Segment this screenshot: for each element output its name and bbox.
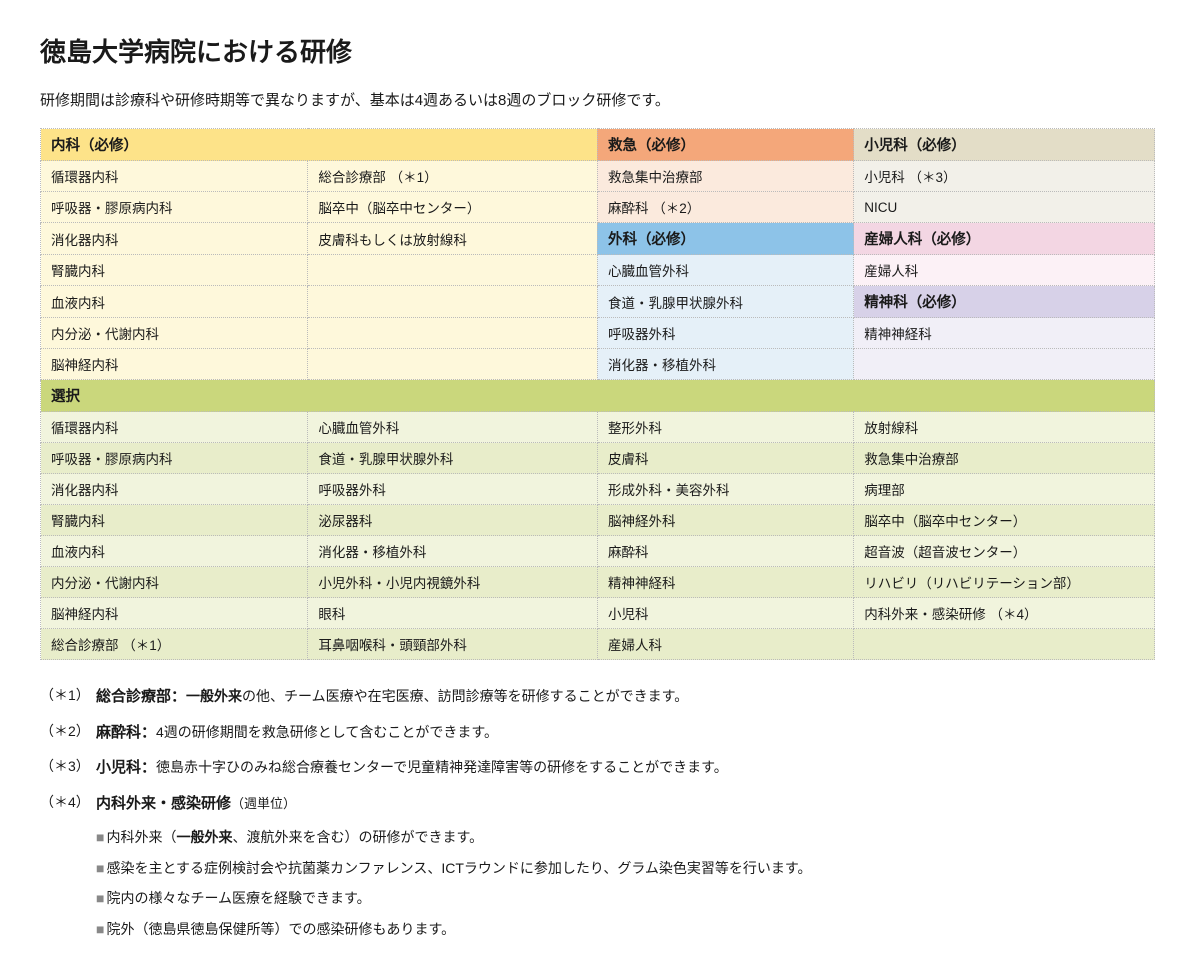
table-cell: リハビリ（リハビリテーション部）: [854, 567, 1155, 598]
table-cell: [308, 318, 598, 349]
table-cell: 呼吸器・膠原病内科: [41, 192, 308, 223]
table-cell: 呼吸器外科: [597, 318, 853, 349]
footnote-3: （＊3） 小児科：徳島赤十字ひのみね総合療養センターで児童精神発達障害等の研修を…: [40, 753, 1155, 783]
fn-text: 麻酔科：4週の研修期間を救急研修として含むことができます。: [96, 718, 498, 748]
page-title: 徳島大学病院における研修: [40, 32, 1155, 69]
table-cell: 内科（必修）: [41, 129, 598, 161]
table-cell: 脳神経内科: [41, 598, 308, 629]
table-cell: NICU: [854, 192, 1155, 223]
bullet-square-icon: ■: [96, 885, 104, 912]
table-cell: 耳鼻咽喉科・頭頸部外科: [308, 629, 598, 660]
table-cell: 麻酔科: [597, 536, 853, 567]
table-cell: 産婦人科: [854, 255, 1155, 286]
footnotes: （＊1） 総合診療部：一般外来の他、チーム医療や在宅医療、訪問診療等を研修するこ…: [40, 682, 1155, 942]
fn-text: 内科外来・感染研修（週単位）: [96, 789, 296, 819]
fn-marker: （＊2）: [40, 718, 96, 748]
bullet-text: 内科外来（一般外来、渡航外来を含む）の研修ができます。: [106, 824, 483, 851]
table-cell: 放射線科: [854, 412, 1155, 443]
bullet-text: 院外（徳島県徳島保健所等）での感染研修もあります。: [106, 916, 455, 943]
bullet-square-icon: ■: [96, 855, 104, 882]
bullet-square-icon: ■: [96, 824, 104, 851]
table-cell: 整形外科: [597, 412, 853, 443]
table-cell: 泌尿器科: [308, 505, 598, 536]
table-cell: 産婦人科（必修）: [854, 223, 1155, 255]
table-cell: 精神科（必修）: [854, 286, 1155, 318]
table-cell: 腎臓内科: [41, 505, 308, 536]
bullet-item: ■院外（徳島県徳島保健所等）での感染研修もあります。: [96, 916, 1155, 943]
table-cell: 病理部: [854, 474, 1155, 505]
fn-marker: （＊3）: [40, 753, 96, 783]
table-cell: 呼吸器・膠原病内科: [41, 443, 308, 474]
table-cell: 超音波（超音波センター）: [854, 536, 1155, 567]
table-cell: [308, 286, 598, 318]
table-cell: 循環器内科: [41, 412, 308, 443]
table-cell: 救急集中治療部: [597, 161, 853, 192]
table-cell: 外科（必修）: [597, 223, 853, 255]
table-cell: 脳神経内科: [41, 349, 308, 380]
bullet-square-icon: ■: [96, 916, 104, 943]
table-cell: 内分泌・代謝内科: [41, 567, 308, 598]
footnote-4: （＊4） 内科外来・感染研修（週単位）: [40, 789, 1155, 819]
table-cell: 小児科（必修）: [854, 129, 1155, 161]
table-cell: 消化器内科: [41, 474, 308, 505]
table-cell: 救急（必修）: [597, 129, 853, 161]
training-table: 内科（必修）救急（必修）小児科（必修）循環器内科総合診療部 （＊1）救急集中治療…: [40, 128, 1155, 660]
table-cell: 産婦人科: [597, 629, 853, 660]
table-cell: 皮膚科もしくは放射線科: [308, 223, 598, 255]
table-cell: 食道・乳腺甲状腺外科: [597, 286, 853, 318]
table-cell: 心臓血管外科: [308, 412, 598, 443]
bullet-text: 院内の様々なチーム医療を経験できます。: [106, 885, 370, 912]
table-cell: 脳神経外科: [597, 505, 853, 536]
table-cell: 形成外科・美容外科: [597, 474, 853, 505]
table-cell: 総合診療部 （＊1）: [41, 629, 308, 660]
table-cell: [854, 349, 1155, 380]
table-cell: 眼科: [308, 598, 598, 629]
table-cell: 内科外来・感染研修 （＊4）: [854, 598, 1155, 629]
table-cell: 脳卒中（脳卒中センター）: [854, 505, 1155, 536]
table-cell: 内分泌・代謝内科: [41, 318, 308, 349]
bullet-text: 感染を主とする症例検討会や抗菌薬カンファレンス、ICTラウンドに参加したり、グラ…: [106, 855, 811, 882]
table-cell: 精神神経科: [854, 318, 1155, 349]
table-cell: 食道・乳腺甲状腺外科: [308, 443, 598, 474]
table-cell: [308, 349, 598, 380]
table-cell: [308, 255, 598, 286]
table-cell: 脳卒中（脳卒中センター）: [308, 192, 598, 223]
table-cell: 消化器内科: [41, 223, 308, 255]
bullet-item: ■感染を主とする症例検討会や抗菌薬カンファレンス、ICTラウンドに参加したり、グ…: [96, 855, 1155, 882]
table-cell: 救急集中治療部: [854, 443, 1155, 474]
fn-text: 総合診療部：一般外来の他、チーム医療や在宅医療、訪問診療等を研修することができま…: [96, 682, 688, 712]
table-cell: 血液内科: [41, 286, 308, 318]
intro-text: 研修期間は診療科や研修時期等で異なりますが、基本は4週あるいは8週のブロック研修…: [40, 89, 1155, 110]
table-cell: 呼吸器外科: [308, 474, 598, 505]
table-cell: 選択: [41, 380, 1155, 412]
table-cell: 総合診療部 （＊1）: [308, 161, 598, 192]
table-cell: 皮膚科: [597, 443, 853, 474]
table-cell: 小児科: [597, 598, 853, 629]
table-cell: 血液内科: [41, 536, 308, 567]
table-cell: 麻酔科 （＊2）: [597, 192, 853, 223]
table-cell: 小児科 （＊3）: [854, 161, 1155, 192]
table-cell: 消化器・移植外科: [597, 349, 853, 380]
table-cell: 小児外科・小児内視鏡外科: [308, 567, 598, 598]
fn-marker: （＊4）: [40, 789, 96, 819]
bullet-item: ■院内の様々なチーム医療を経験できます。: [96, 885, 1155, 912]
footnote-1: （＊1） 総合診療部：一般外来の他、チーム医療や在宅医療、訪問診療等を研修するこ…: [40, 682, 1155, 712]
table-cell: [854, 629, 1155, 660]
table-cell: 循環器内科: [41, 161, 308, 192]
bullet-list: ■内科外来（一般外来、渡航外来を含む）の研修ができます。■感染を主とする症例検討…: [96, 824, 1155, 942]
bullet-item: ■内科外来（一般外来、渡航外来を含む）の研修ができます。: [96, 824, 1155, 851]
table-cell: 消化器・移植外科: [308, 536, 598, 567]
footnote-2: （＊2） 麻酔科：4週の研修期間を救急研修として含むことができます。: [40, 718, 1155, 748]
table-cell: 精神神経科: [597, 567, 853, 598]
table-cell: 腎臓内科: [41, 255, 308, 286]
fn-marker: （＊1）: [40, 682, 96, 712]
fn-text: 小児科：徳島赤十字ひのみね総合療養センターで児童精神発達障害等の研修をすることが…: [96, 753, 728, 783]
table-cell: 心臓血管外科: [597, 255, 853, 286]
